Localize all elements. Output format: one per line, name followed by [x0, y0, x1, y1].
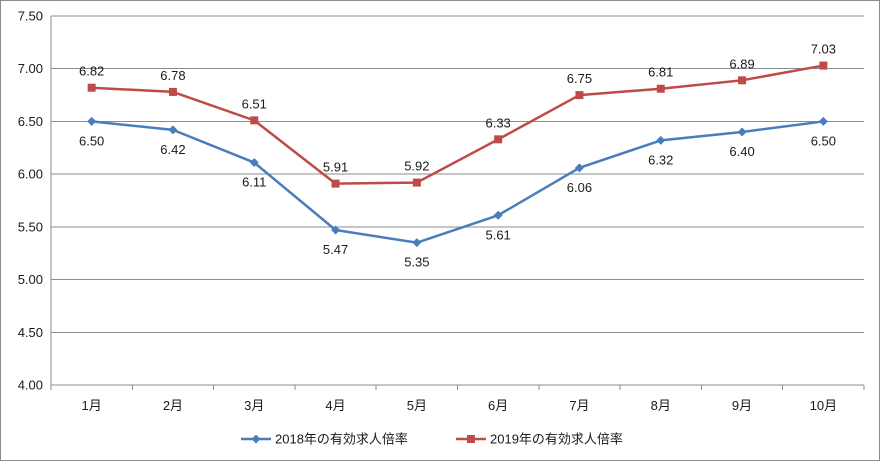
y-tick-label: 7.50: [18, 9, 43, 24]
y-tick-label: 6.50: [18, 114, 43, 129]
data-label: 6.81: [648, 65, 673, 80]
legend-marker: [251, 434, 261, 444]
data-label: 5.91: [323, 160, 348, 175]
data-label: 6.50: [79, 133, 104, 148]
data-label: 6.33: [485, 115, 510, 130]
x-tick-label: 7月: [569, 398, 589, 413]
data-point: [819, 61, 828, 70]
data-point: [818, 116, 828, 126]
y-tick-label: 7.00: [18, 61, 43, 76]
legend-item-2: 2019年の有効求人倍率: [456, 432, 623, 447]
data-point: [656, 84, 665, 93]
x-tick-label: 5月: [407, 398, 427, 413]
data-point: [738, 76, 747, 85]
legend-label: 2018年の有効求人倍率: [275, 432, 408, 447]
series-line: [91, 120, 824, 244]
data-point: [249, 158, 259, 168]
data-point: [331, 225, 341, 235]
data-point: [87, 83, 96, 92]
legend: 2018年の有効求人倍率 2019年の有効求人倍率: [241, 432, 623, 447]
data-label: 6.82: [79, 64, 104, 79]
series-line: [91, 64, 824, 185]
y-tick-label: 5.50: [18, 219, 43, 234]
data-point: [87, 116, 97, 126]
data-label: 6.89: [729, 56, 754, 71]
legend-label: 2019年の有効求人倍率: [490, 432, 623, 447]
x-tick-label: 6月: [488, 398, 508, 413]
data-label: 6.75: [567, 71, 592, 86]
data-label: 6.42: [160, 142, 185, 157]
data-label: 5.61: [485, 227, 510, 242]
data-label: 5.47: [323, 242, 348, 257]
data-point: [493, 210, 503, 220]
series-1: 6.50 6.42 6.11 5.47 5.35 5.61 6.06 6.32 6.40 6.50: [79, 116, 836, 270]
data-point: [575, 91, 584, 100]
x-tick-label: 8月: [651, 398, 671, 413]
data-label: 6.32: [648, 152, 673, 167]
data-point: [737, 127, 747, 137]
data-point: [656, 135, 666, 145]
series-layer: 6.506.426.115.475.355.616.066.326.406.50…: [79, 42, 836, 270]
x-tick-label: 10月: [810, 398, 837, 413]
x-tick-label: 3月: [244, 398, 264, 413]
data-label: 5.92: [404, 159, 429, 174]
data-point: [250, 116, 259, 125]
data-point: [168, 87, 177, 96]
data-point: [467, 435, 475, 443]
x-tick-label: 4月: [325, 398, 345, 413]
data-point: [494, 135, 503, 144]
data-label: 6.06: [567, 180, 592, 195]
y-tick-label: 6.00: [18, 167, 43, 182]
data-label: 6.40: [729, 144, 754, 159]
y-axis: 4.00 4.50 5.00 5.50 6.00 6.50 7.00 7.50: [18, 9, 52, 393]
gridlines: [51, 15, 864, 386]
y-tick-label: 5.00: [18, 272, 43, 287]
data-label: 6.50: [811, 133, 836, 148]
data-label: 6.51: [242, 96, 267, 111]
data-point: [331, 179, 340, 188]
data-label: 6.11: [242, 175, 266, 190]
x-tick-label: 2月: [163, 398, 183, 413]
data-point: [168, 125, 178, 135]
legend-item-1: 2018年の有効求人倍率: [241, 432, 408, 447]
data-label: 6.78: [160, 68, 185, 83]
y-tick-label: 4.50: [18, 325, 43, 340]
legend-marker: [467, 435, 475, 443]
x-tick-label: 1月: [82, 398, 102, 413]
series-2: 6.82 6.78 6.51 5.91 5.92 6.33 6.75 6.81 6.89 7.03: [79, 42, 836, 188]
data-point: [412, 178, 421, 187]
x-axis: 1月 2月 3月 4月 5月 6月 7月 8月 9月 10月: [50, 384, 865, 413]
x-tick-label: 9月: [732, 398, 752, 413]
data-point: [412, 238, 422, 248]
y-tick-label: 4.00: [18, 378, 43, 393]
data-point: [574, 163, 584, 173]
data-label: 7.03: [811, 42, 836, 57]
data-point: [251, 434, 261, 444]
data-label: 5.35: [404, 255, 429, 270]
